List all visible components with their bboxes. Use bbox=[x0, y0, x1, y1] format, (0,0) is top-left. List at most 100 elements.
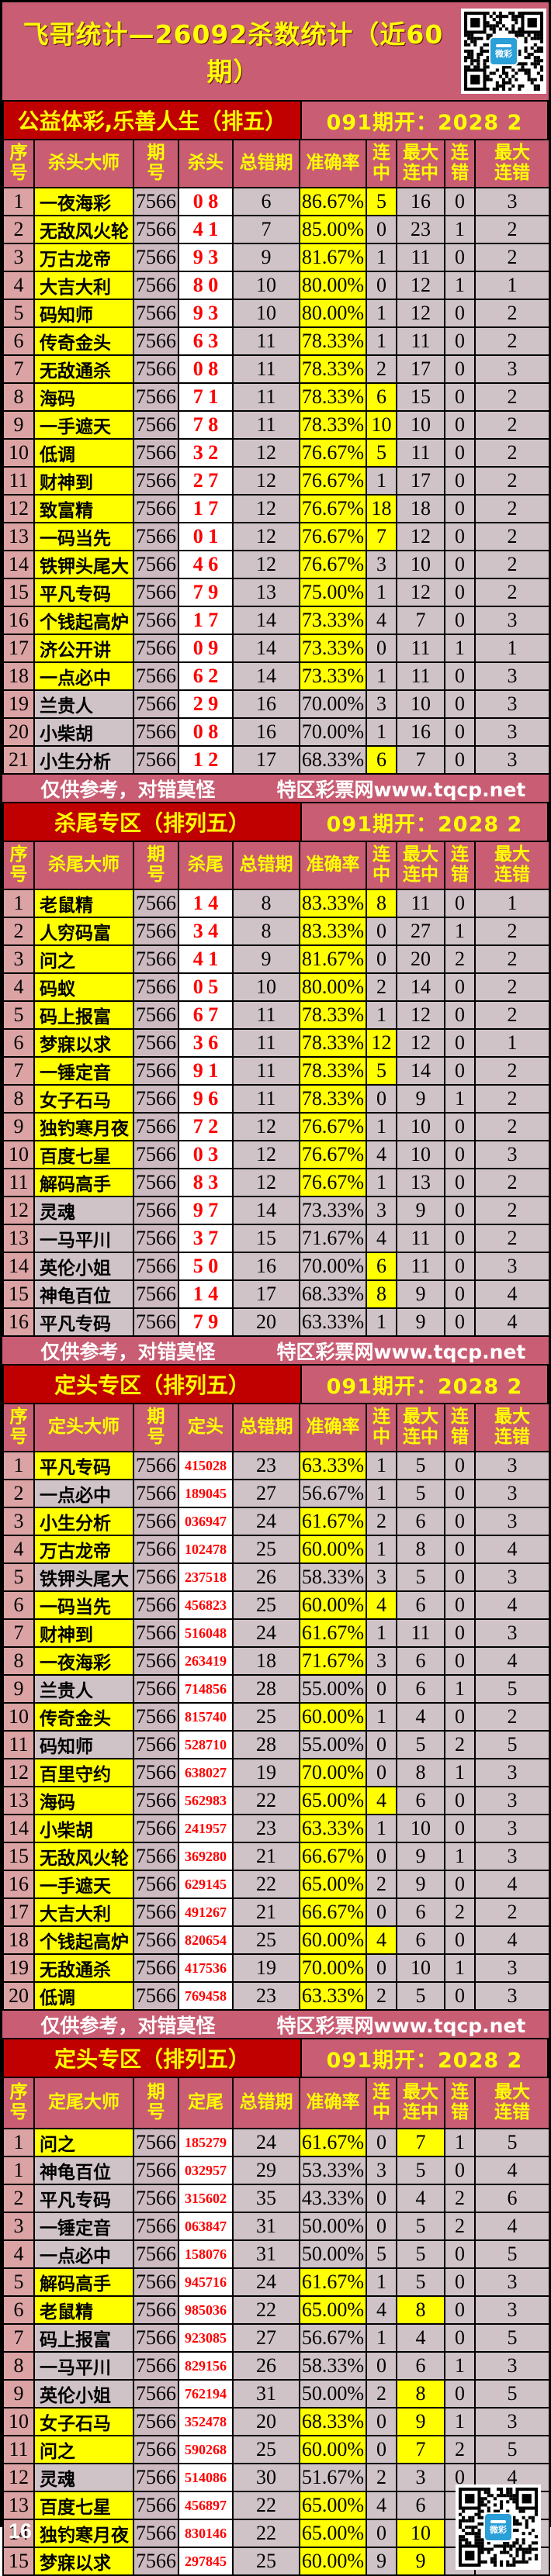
table-row: 19 兰贵人 7566 2 9 16 70.00% 3 10 0 3 bbox=[2, 689, 550, 719]
cell-accuracy: 56.67% bbox=[299, 1479, 367, 1508]
qr-pattern-icon bbox=[464, 12, 543, 91]
cell-max-streak-hit: 4 bbox=[396, 1702, 445, 1732]
cell-kill: 456823 bbox=[178, 1590, 234, 1620]
cell-streak-miss: 2 bbox=[444, 1730, 476, 1759]
cell-miss: 16 bbox=[232, 1252, 300, 1281]
column-header-max-streak-hit: 最大 连中 bbox=[396, 2077, 445, 2129]
cell-streak-miss: 0 bbox=[444, 494, 476, 523]
cell-issue: 7566 bbox=[133, 1056, 179, 1086]
cell-max-streak-miss: 2 bbox=[474, 522, 550, 551]
cell-issue: 7566 bbox=[133, 410, 179, 440]
cell-miss: 11 bbox=[232, 1084, 300, 1114]
page-number: 16 bbox=[9, 2519, 33, 2543]
cell-accuracy: 53.33% bbox=[299, 2156, 367, 2185]
column-header-issue: 期 号 bbox=[133, 1403, 179, 1452]
cell-max-streak-miss: 3 bbox=[474, 1618, 550, 1648]
cell-no: 12 bbox=[2, 1196, 35, 1225]
qr-code-top: 微彩 bbox=[461, 9, 546, 94]
cell-miss: 16 bbox=[232, 717, 300, 747]
column-header-max-streak-miss: 最大 连错 bbox=[474, 139, 550, 188]
cell-max-streak-hit: 23 bbox=[396, 215, 445, 244]
cell-issue: 7566 bbox=[133, 1451, 179, 1480]
table-row: 9 一手遮天 7566 7 8 11 78.33% 10 10 0 2 bbox=[2, 410, 550, 440]
cell-streak-miss: 0 bbox=[444, 1168, 476, 1197]
cell-streak-hit: 8 bbox=[366, 889, 397, 918]
cell-accuracy: 76.67% bbox=[299, 1140, 367, 1169]
table-row: 3 小生分析 7566 036947 24 61.67% 2 6 0 3 bbox=[2, 1507, 550, 1536]
cell-accuracy: 65.00% bbox=[299, 2491, 367, 2520]
cell-streak-miss: 0 bbox=[444, 1028, 476, 1058]
cell-accuracy: 78.33% bbox=[299, 1000, 367, 1030]
table-row: 15 平凡专码 7566 7 9 13 75.00% 1 12 0 2 bbox=[2, 578, 550, 607]
cell-issue: 7566 bbox=[133, 689, 179, 719]
column-header-streak-hit: 连 中 bbox=[366, 841, 397, 890]
cell-issue: 7566 bbox=[133, 2156, 179, 2185]
cell-streak-miss: 1 bbox=[444, 2351, 476, 2381]
cell-streak-hit: 0 bbox=[366, 917, 397, 946]
cell-kill: 769458 bbox=[178, 1981, 234, 2011]
cell-kill: 9 6 bbox=[178, 1084, 234, 1114]
cell-no: 15 bbox=[2, 578, 35, 607]
cell-miss: 22 bbox=[232, 1786, 300, 1815]
cell-streak-miss: 0 bbox=[444, 1981, 476, 2011]
cell-no: 12 bbox=[2, 2463, 35, 2492]
cell-issue: 7566 bbox=[133, 215, 179, 244]
column-header-streak-hit: 连 中 bbox=[366, 1403, 397, 1452]
cell-streak-miss: 0 bbox=[444, 717, 476, 747]
cell-max-streak-miss: 3 bbox=[474, 2407, 550, 2436]
cell-master: 百度七星 bbox=[33, 2491, 134, 2520]
cell-max-streak-miss: 3 bbox=[474, 1758, 550, 1787]
cell-max-streak-hit: 13 bbox=[396, 1168, 445, 1197]
cell-kill: 9 7 bbox=[178, 1196, 234, 1225]
table-row: 1 平凡专码 7566 415028 23 63.33% 1 5 0 3 bbox=[2, 1451, 550, 1480]
cell-max-streak-miss: 2 bbox=[474, 1084, 550, 1114]
cell-streak-hit: 4 bbox=[366, 2491, 397, 2520]
cell-issue: 7566 bbox=[133, 1953, 179, 1983]
cell-master: 解码高手 bbox=[33, 2267, 134, 2297]
cell-no: 11 bbox=[2, 1168, 35, 1197]
cell-master: 一码当先 bbox=[33, 1590, 134, 1620]
cell-issue: 7566 bbox=[133, 326, 179, 356]
cell-master: 百里守约 bbox=[33, 1758, 134, 1787]
cell-master: 平凡专码 bbox=[33, 578, 134, 607]
cell-accuracy: 76.67% bbox=[299, 550, 367, 579]
cell-max-streak-hit: 17 bbox=[396, 354, 445, 384]
cell-miss: 19 bbox=[232, 1953, 300, 1983]
cell-streak-miss: 0 bbox=[444, 1618, 476, 1648]
cell-issue: 7566 bbox=[133, 2323, 179, 2353]
cell-streak-hit: 0 bbox=[366, 1674, 397, 1704]
cell-streak-miss: 0 bbox=[444, 1196, 476, 1225]
cell-miss: 28 bbox=[232, 1730, 300, 1759]
column-header-accuracy: 准确率 bbox=[299, 841, 367, 890]
cell-streak-miss: 0 bbox=[444, 2239, 476, 2269]
cell-max-streak-miss: 3 bbox=[474, 2351, 550, 2381]
cell-master: 码上报富 bbox=[33, 1000, 134, 1030]
cell-streak-miss: 2 bbox=[444, 2212, 476, 2241]
cell-master: 平凡专码 bbox=[33, 1451, 134, 1480]
cell-max-streak-miss: 3 bbox=[474, 354, 550, 384]
table-row: 7 无敌通杀 7566 0 8 11 78.33% 2 17 0 3 bbox=[2, 354, 550, 384]
cell-kill: 830146 bbox=[178, 2519, 234, 2548]
cell-miss: 31 bbox=[232, 2379, 300, 2409]
cell-max-streak-miss: 5 bbox=[474, 1730, 550, 1759]
cell-streak-hit: 1 bbox=[366, 1702, 397, 1732]
cell-miss: 11 bbox=[232, 354, 300, 384]
cell-max-streak-hit: 16 bbox=[396, 187, 445, 216]
cell-issue: 7566 bbox=[133, 717, 179, 747]
cell-kill: 0 1 bbox=[178, 522, 234, 551]
cell-streak-miss: 0 bbox=[444, 2323, 476, 2353]
cell-no: 14 bbox=[2, 1252, 35, 1281]
cell-no: 19 bbox=[2, 1953, 35, 1983]
cell-kill: 369280 bbox=[178, 1842, 234, 1871]
cell-max-streak-hit: 5 bbox=[396, 2239, 445, 2269]
cell-max-streak-hit: 7 bbox=[396, 2435, 445, 2464]
cell-master: 灵魂 bbox=[33, 2463, 134, 2492]
cell-streak-miss: 0 bbox=[444, 1112, 476, 1141]
table-row: 17 济公开讲 7566 0 9 14 73.33% 0 11 1 1 bbox=[2, 634, 550, 663]
cell-kill: 036947 bbox=[178, 1507, 234, 1536]
cell-streak-miss: 0 bbox=[444, 243, 476, 272]
cell-max-streak-miss: 3 bbox=[474, 1953, 550, 1983]
cell-miss: 16 bbox=[232, 689, 300, 719]
cell-streak-miss: 0 bbox=[444, 1870, 476, 1899]
